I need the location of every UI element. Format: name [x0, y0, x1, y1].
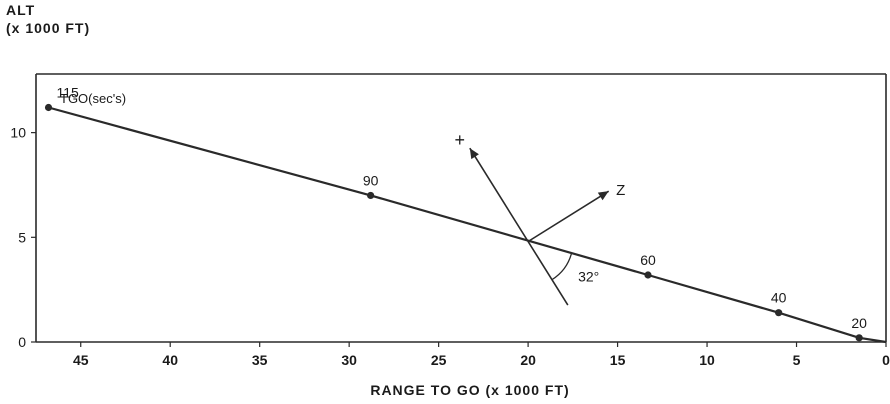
data-point-2 — [644, 271, 652, 279]
y-tick-label-2: 10 — [10, 125, 26, 141]
data-point-label-0: 115 — [57, 85, 80, 101]
data-point-label-3: 40 — [771, 290, 787, 306]
z-axis-label: Z — [616, 182, 625, 199]
x-tick-label-5: 20 — [520, 352, 536, 368]
z-axis-arrowhead — [597, 191, 609, 201]
x-tick-label-7: 10 — [699, 352, 715, 368]
y-tick-label-0: 0 — [18, 334, 26, 350]
y-axis-label-line2: (x 1000 FT) — [6, 20, 91, 36]
series-label: TGO(sec's) — [60, 91, 126, 106]
x-tick-label-6: 15 — [610, 352, 626, 368]
angle-arc — [551, 253, 573, 281]
plus-axis-label: + — [455, 130, 466, 150]
x-tick-label-8: 5 — [793, 352, 801, 368]
x-tick-label-4: 25 — [431, 352, 447, 368]
data-point-label-2: 60 — [640, 252, 656, 268]
data-point-4 — [855, 334, 863, 342]
series-line-0 — [48, 106, 887, 344]
x-tick-label-0: 45 — [73, 352, 89, 368]
y-axis-label-line1: ALT — [6, 2, 36, 18]
data-point-label-1: 90 — [363, 172, 379, 188]
x-tick-label-3: 30 — [341, 352, 357, 368]
plus-axis-arrowhead — [469, 148, 479, 160]
x-tick-label-9: 0 — [882, 352, 890, 368]
data-point-0 — [44, 103, 53, 112]
z-axis-line — [527, 190, 610, 243]
angle-label: 32° — [578, 269, 599, 285]
x-tick-label-2: 35 — [252, 352, 268, 368]
data-point-1 — [367, 191, 375, 200]
plus-axis-line — [469, 147, 569, 306]
y-tick-label-1: 5 — [18, 229, 26, 245]
x-tick-label-1: 40 — [162, 352, 178, 368]
data-point-label-4: 20 — [851, 315, 867, 331]
x-axis-label: RANGE TO GO (x 1000 FT) — [370, 382, 569, 398]
data-point-3 — [775, 309, 783, 317]
